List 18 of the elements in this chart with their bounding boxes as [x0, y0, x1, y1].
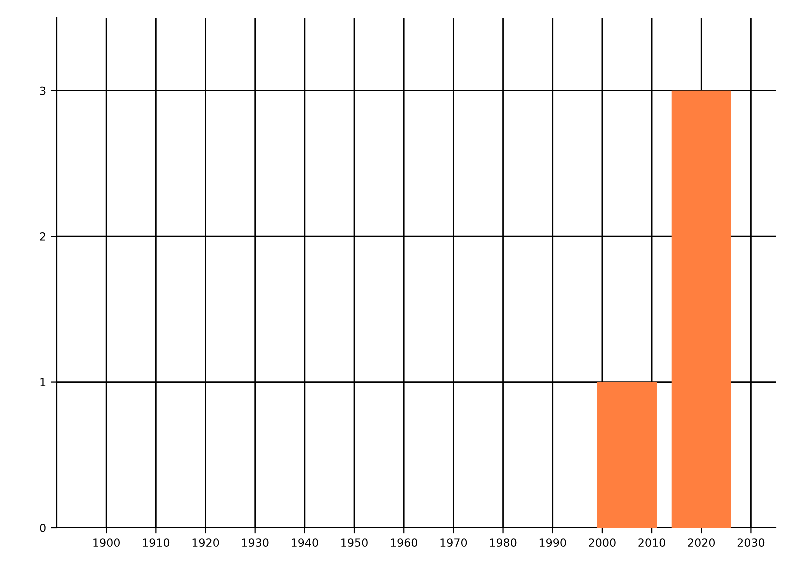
x-tick-label: 1940	[292, 538, 318, 548]
x-tick-label: 1970	[440, 538, 468, 548]
x-tick-label: 1920	[192, 538, 220, 548]
x-tick-label: 1960	[391, 538, 418, 548]
x-tick-label: 1980	[490, 538, 517, 548]
x-tick-label: 2010	[638, 538, 666, 548]
x-tick-label: 1900	[94, 538, 120, 548]
y-tick-label: 1	[40, 378, 46, 387]
x-tick-label: 1930	[242, 538, 269, 548]
x-tick-label: 1990	[540, 538, 566, 548]
y-tick-label: 2	[40, 232, 46, 241]
y-tick-label: 0	[40, 524, 46, 532]
x-tick-label: 1950	[342, 538, 368, 548]
y-tick-label: 3	[40, 86, 46, 96]
x-tick-label: 2020	[688, 538, 716, 548]
x-tick-label: 1910	[143, 538, 170, 548]
x-tick-label: 2000	[589, 538, 616, 548]
x-tick-label: 2030	[738, 538, 765, 548]
